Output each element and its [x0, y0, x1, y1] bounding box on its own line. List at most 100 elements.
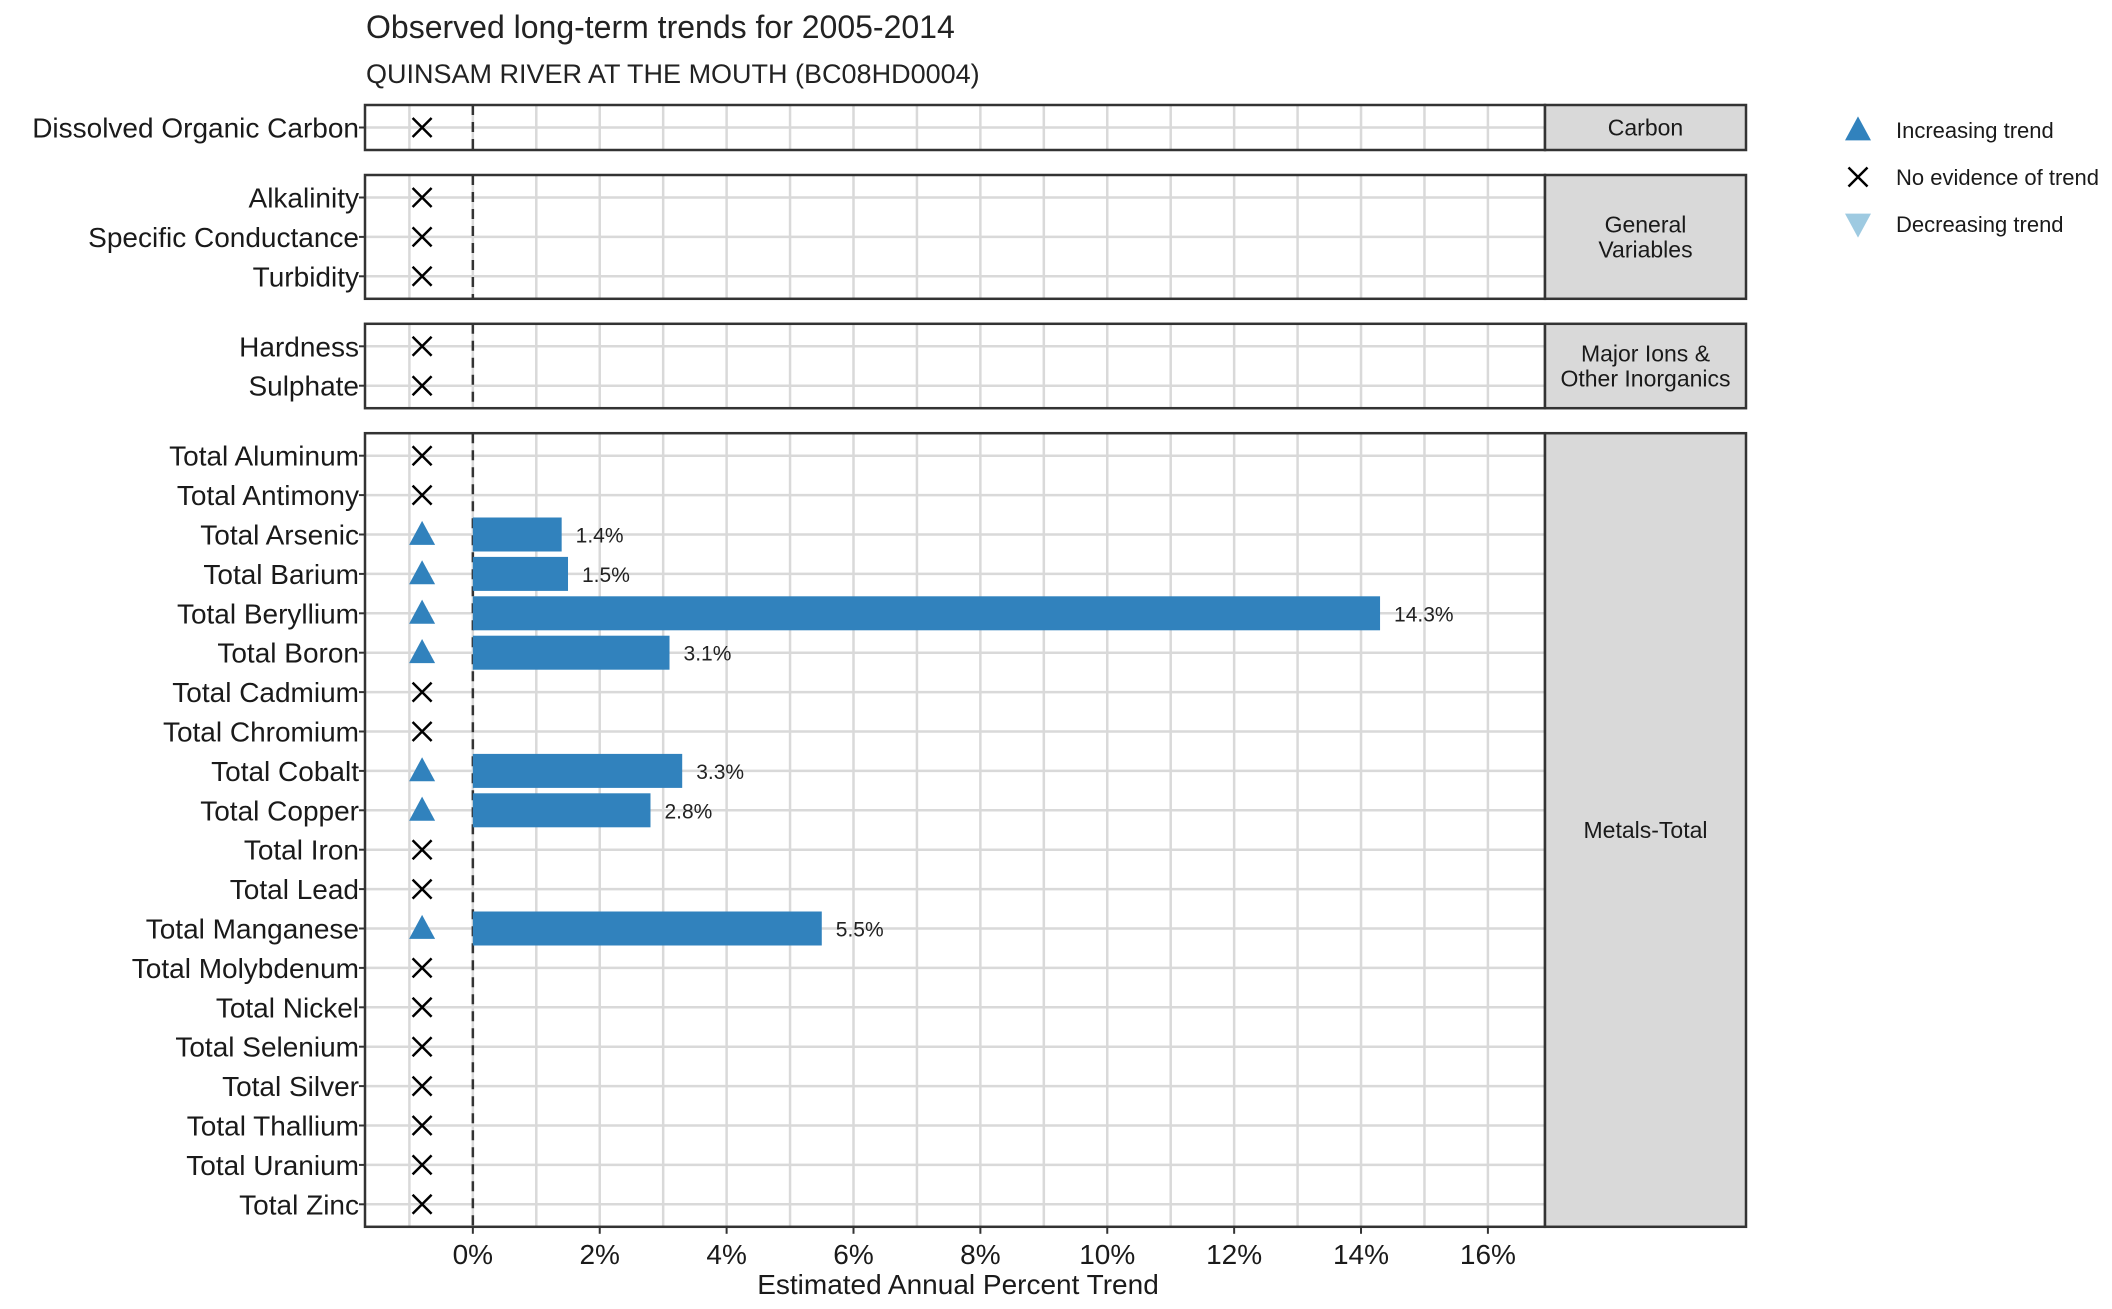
facet-strip-label: Metals-Total [1584, 817, 1708, 843]
legend-item: Increasing trend [1845, 116, 2054, 143]
trend-bar [472, 517, 562, 552]
x-tick-label: 4% [706, 1239, 746, 1270]
y-tick-label: Hardness [239, 331, 359, 362]
y-tick-label: Total Iron [244, 835, 359, 866]
legend-item: Decreasing trend [1845, 212, 2064, 238]
y-tick-label: Total Beryllium [177, 598, 359, 629]
facet-strip-label: Variables [1598, 236, 1692, 262]
y-tick-label: Sulphate [248, 371, 359, 402]
no-trend-marker [411, 1193, 433, 1215]
no-trend-marker [411, 335, 433, 357]
facet-strip [1543, 173, 1748, 301]
no-trend-marker [411, 375, 433, 397]
x-axis-title: Estimated Annual Percent Trend [757, 1269, 1159, 1300]
no-trend-marker [411, 187, 433, 208]
y-tick-label: Alkalinity [249, 183, 359, 214]
panels: Dissolved Organic Carbon Carbon Alkalinity… [32, 103, 1748, 1229]
facet-strip [1543, 322, 1748, 410]
no-trend-marker [411, 1075, 433, 1097]
no-trend-marker [411, 117, 433, 138]
x-tick-label: 6% [833, 1239, 873, 1270]
no-trend-legend-icon [1847, 166, 1869, 188]
y-tick-label: Total Boron [217, 638, 359, 669]
y-tick-label: Total Chromium [163, 717, 359, 748]
facet-panel: Dissolved Organic Carbon Carbon [32, 103, 1748, 152]
bar-value-label: 5.5% [836, 919, 884, 942]
increasing-trend-marker [409, 796, 436, 821]
x-tick-label: 2% [579, 1239, 619, 1270]
bar-value-label: 3.3% [696, 761, 744, 784]
y-tick-label: Total Aluminum [169, 441, 359, 472]
y-tick-label: Total Lead [230, 874, 359, 905]
x-tick-label: 12% [1206, 1239, 1262, 1270]
facet-strip-label: Major Ions & [1581, 341, 1710, 367]
y-tick-label: Total Cadmium [172, 677, 359, 708]
x-tick-label: 16% [1460, 1239, 1516, 1270]
no-trend-marker [411, 265, 433, 287]
increasing-trend-marker [409, 639, 436, 664]
y-tick-label: Total Selenium [175, 1032, 359, 1063]
y-tick-label: Specific Conductance [88, 222, 359, 253]
no-trend-marker [411, 226, 433, 248]
no-trend-marker [411, 957, 433, 979]
increasing-trend-marker [409, 560, 436, 585]
no-trend-marker [411, 445, 433, 467]
no-trend-marker [411, 878, 433, 900]
legend: Increasing trend No evidence of trend Decr… [1845, 116, 2099, 238]
no-trend-marker [411, 681, 433, 703]
decreasing-trend-legend-icon [1845, 213, 1871, 238]
y-tick-label: Total Nickel [216, 992, 359, 1023]
facet-strip-label: Carbon [1608, 115, 1683, 141]
legend-label: Increasing trend [1896, 118, 2054, 143]
chart-subtitle: QUINSAM RIVER AT THE MOUTH (BC08HD0004) [366, 59, 980, 89]
y-tick-label: Total Zinc [239, 1189, 359, 1220]
x-tick-label: 8% [960, 1239, 1000, 1270]
y-tick-label: Total Arsenic [200, 520, 359, 551]
x-tick-label: 10% [1079, 1239, 1135, 1270]
y-tick-label: Total Manganese [146, 914, 359, 945]
chart-title: Observed long-term trends for 2005-2014 [366, 9, 955, 45]
no-trend-marker [411, 1036, 433, 1058]
legend-item: No evidence of trend [1847, 165, 2099, 190]
increasing-trend-legend-icon [1845, 116, 1871, 141]
y-tick-label: Total Silver [222, 1071, 359, 1102]
trend-bar [472, 635, 670, 670]
legend-label: No evidence of trend [1896, 165, 2099, 190]
panel-background [365, 323, 1545, 409]
y-tick-label: Total Cobalt [211, 756, 359, 787]
increasing-trend-marker [409, 599, 436, 624]
facet-strip-label: General [1605, 211, 1687, 237]
increasing-trend-marker [409, 757, 436, 782]
trend-bar [472, 753, 683, 788]
y-tick-label: Total Barium [203, 559, 359, 590]
y-tick-label: Total Thallium [187, 1111, 359, 1142]
x-tick-label: 0% [453, 1239, 493, 1270]
increasing-trend-marker [409, 520, 436, 545]
no-trend-marker [411, 996, 433, 1018]
panel-background [365, 433, 1545, 1227]
no-trend-marker [411, 1154, 433, 1176]
bar-value-label: 1.5% [582, 564, 630, 587]
facet-panel: Total Aluminum Total Antimony 1.4% Total Ar… [132, 431, 1748, 1229]
bar-value-label: 3.1% [684, 643, 732, 666]
facet-panel: Alkalinity Specific Conductance Turbidity G… [88, 173, 1748, 301]
y-tick-label: Turbidity [253, 261, 359, 292]
y-tick-label: Total Copper [200, 795, 359, 826]
facet-strip [1543, 103, 1748, 152]
trend-bar [472, 556, 569, 591]
facet-panel: Hardness Sulphate Major Ions &Other Inorga… [239, 322, 1748, 410]
x-tick-label: 14% [1333, 1239, 1389, 1270]
legend-label: Decreasing trend [1896, 212, 2064, 237]
trend-bar [472, 596, 1381, 631]
bar-value-label: 2.8% [664, 800, 712, 823]
bar-value-label: 14.3% [1394, 603, 1454, 626]
facet-strip-label: Other Inorganics [1560, 366, 1730, 392]
no-trend-marker [411, 839, 433, 861]
trend-bar [472, 911, 822, 946]
no-trend-marker [411, 1115, 433, 1136]
x-axis: 0% 2% 4% 6% 8% 10% 12% 14% 16% [453, 1226, 1516, 1270]
y-tick-label: Total Uranium [186, 1150, 359, 1181]
y-tick-label: Dissolved Organic Carbon [32, 113, 359, 144]
increasing-trend-marker [409, 914, 436, 939]
